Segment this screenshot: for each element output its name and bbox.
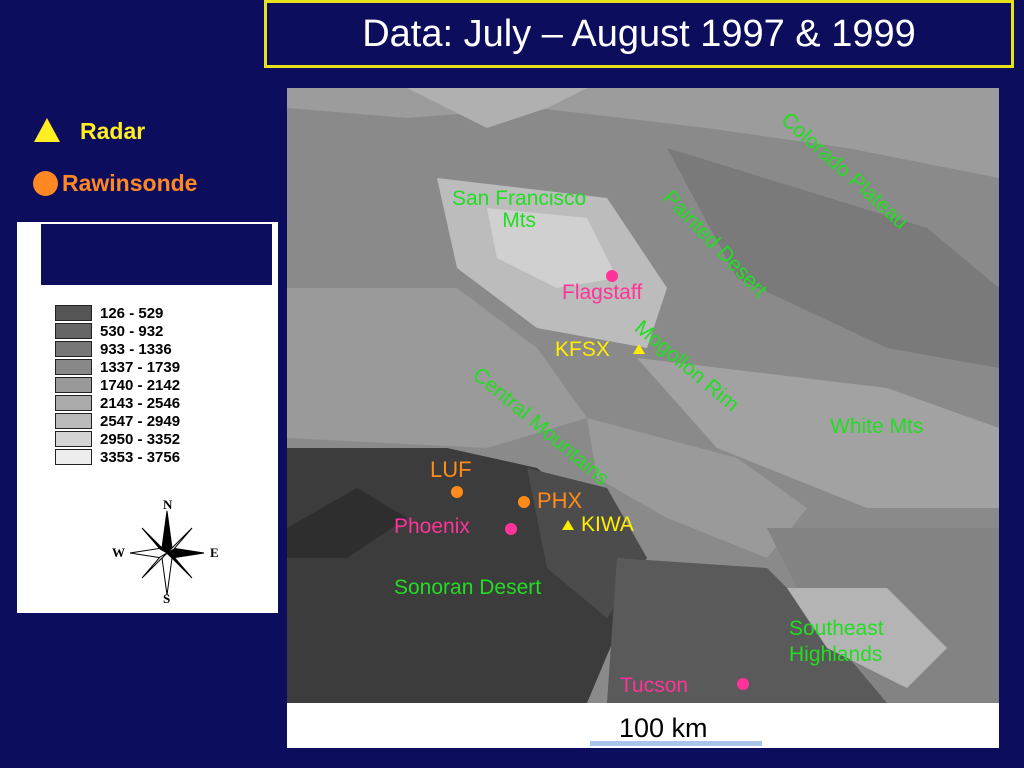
radar-label: Radar bbox=[80, 118, 146, 144]
kiwa-radar-marker bbox=[562, 520, 574, 530]
luf-rawinsonde-marker bbox=[451, 486, 463, 498]
scale-bar-area: 100 km bbox=[287, 703, 999, 748]
radar-triangle-icon bbox=[34, 117, 60, 142]
elevation-legend-list: 126 - 529 530 - 932 933 - 1336 1337 - 1739 1… bbox=[55, 304, 180, 466]
tucson-marker bbox=[737, 678, 749, 690]
flagstaff-marker bbox=[606, 270, 618, 282]
elevation-class-row: 126 - 529 bbox=[55, 304, 180, 322]
elevation-map: Colorado Plateau San Francisco Mts Paint… bbox=[287, 88, 999, 748]
elevation-swatch bbox=[55, 449, 92, 465]
label-kfsx: KFSX bbox=[555, 338, 610, 361]
elevation-range-label: 933 - 1336 bbox=[100, 340, 172, 358]
rawinsonde-dot-icon bbox=[33, 171, 58, 196]
elevation-class-row: 2143 - 2546 bbox=[55, 394, 180, 412]
elevation-swatch bbox=[55, 359, 92, 375]
compass-e: E bbox=[210, 545, 219, 560]
elevation-range-label: 1337 - 1739 bbox=[100, 358, 181, 376]
elevation-range-label: 1740 - 2142 bbox=[100, 376, 181, 394]
elevation-class-row: 3353 - 3756 bbox=[55, 448, 180, 466]
label-phoenix: Phoenix bbox=[394, 515, 470, 538]
elevation-range-label: 126 - 529 bbox=[100, 304, 164, 322]
elevation-class-row: 933 - 1336 bbox=[55, 340, 180, 358]
rawinsonde-label: Rawinsonde bbox=[62, 170, 198, 196]
label-southeast-highlands: Southeast Highlands bbox=[789, 617, 884, 666]
phoenix-marker bbox=[505, 523, 517, 535]
kfsx-radar-marker bbox=[633, 344, 645, 354]
scale-label: 100 km bbox=[619, 713, 708, 743]
elevation-range-label: 3353 - 3756 bbox=[100, 448, 181, 466]
elevation-range-label: 2950 - 3352 bbox=[100, 430, 181, 448]
elevation-range-label: 2143 - 2546 bbox=[100, 394, 181, 412]
elevation-swatch bbox=[55, 377, 92, 393]
label-san-francisco-mts: San Francisco Mts bbox=[452, 187, 587, 232]
label-kiwa: KIWA bbox=[581, 513, 634, 536]
elevation-swatch bbox=[55, 395, 92, 411]
elevation-class-row: 2950 - 3352 bbox=[55, 430, 180, 448]
label-sonoran-desert: Sonoran Desert bbox=[394, 576, 542, 599]
elevation-range-label: 2547 - 2949 bbox=[100, 412, 181, 430]
elevation-legend-panel: 126 - 529 530 - 932 933 - 1336 1337 - 1739 1… bbox=[17, 222, 278, 613]
elevation-class-row: 1337 - 1739 bbox=[55, 358, 180, 376]
label-white-mts: White Mts bbox=[830, 415, 924, 438]
elevation-swatch bbox=[55, 323, 92, 339]
compass-n: N bbox=[163, 497, 173, 512]
compass-s: S bbox=[163, 591, 171, 606]
elevation-class-row: 1740 - 2142 bbox=[55, 376, 180, 394]
compass-w: W bbox=[112, 545, 125, 560]
elevation-range-label: 530 - 932 bbox=[100, 322, 164, 340]
legend-radar: Radar bbox=[34, 117, 146, 145]
scale-bar bbox=[590, 741, 762, 746]
label-flagstaff: Flagstaff bbox=[562, 281, 643, 304]
terrain-shading bbox=[287, 88, 999, 703]
label-luf: LUF bbox=[430, 457, 472, 482]
elevation-swatch bbox=[55, 341, 92, 357]
elevation-swatch bbox=[55, 431, 92, 447]
compass-star-icon bbox=[129, 510, 205, 596]
legend-rawinsonde: Rawinsonde bbox=[33, 170, 197, 197]
compass-rose: N S W E bbox=[112, 497, 222, 606]
elevation-class-row: 530 - 932 bbox=[55, 322, 180, 340]
phx-rawinsonde-marker bbox=[518, 496, 530, 508]
elevation-class-row: 2547 - 2949 bbox=[55, 412, 180, 430]
slide-title: Data: July – August 1997 & 1999 bbox=[264, 0, 1014, 68]
elevation-swatch bbox=[55, 305, 92, 321]
label-tucson: Tucson bbox=[620, 674, 689, 697]
label-phx: PHX bbox=[537, 488, 583, 513]
legend-header-block bbox=[41, 224, 272, 285]
elevation-swatch bbox=[55, 413, 92, 429]
